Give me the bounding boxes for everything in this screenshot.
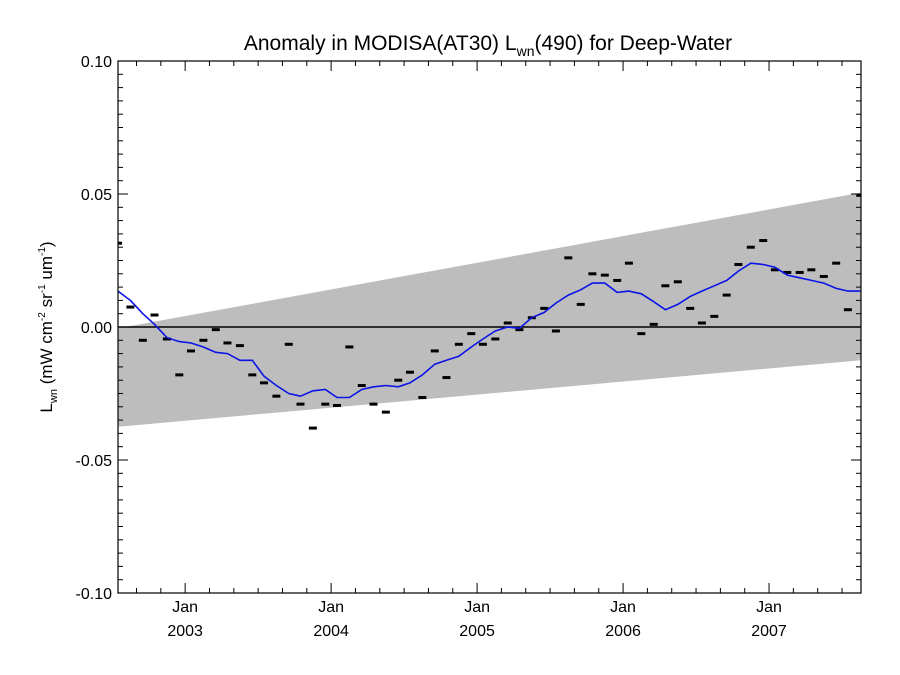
y-tick-label: -0.10	[76, 586, 113, 603]
y-axis-label-mid2: um	[37, 256, 56, 284]
chart-title: Anomaly in MODISA(AT30) Lwn(490) for Dee…	[244, 32, 732, 59]
y-axis-label-exp2: -1	[37, 284, 48, 293]
x-tick-label-month: Jan	[756, 599, 782, 616]
y-axis-label-end: )	[37, 241, 56, 247]
x-tick-label-year: 2004	[313, 623, 349, 640]
running-mean-line	[117, 262, 861, 399]
x-tick-label-year: 2007	[751, 623, 787, 640]
y-axis-label-mid1: sr	[37, 293, 56, 312]
y-axis-label-sub: wn	[48, 389, 60, 404]
x-tick-label-month: Jan	[172, 599, 198, 616]
plot-area: 0.10 0.05 0.00 -0.05 -0.10 Jan 2003 Jan 2004 Jan 2…	[76, 54, 862, 640]
y-tick-label: 0.10	[81, 54, 112, 71]
y-axis-label-exp3: -1	[37, 247, 48, 256]
x-tick-label-year: 2005	[459, 623, 495, 640]
y-axis-label-main: L	[37, 403, 56, 412]
x-tick-label-year: 2003	[167, 623, 203, 640]
y-tick-label: 0.05	[81, 187, 112, 204]
y-tick-label: 0.00	[81, 320, 112, 337]
chart-title-suffix: (490) for Deep-Water	[534, 32, 732, 55]
y-axis-label-rest: (mW cm	[37, 321, 56, 389]
y-axis-label: Lwn (mW cm-2 sr-1 um-1)	[37, 241, 60, 412]
y-axis-label-exp1: -2	[37, 312, 48, 321]
x-tick-label-month: Jan	[610, 599, 636, 616]
x-tick-label-month: Jan	[464, 599, 490, 616]
x-tick-label-year: 2006	[605, 623, 641, 640]
chart-title-prefix: Anomaly in MODISA(AT30) L	[244, 32, 517, 55]
uncertainty-band	[118, 192, 861, 427]
chart-title-subscript: wn	[516, 43, 535, 59]
x-tick-label-month: Jan	[318, 599, 344, 616]
y-tick-label: -0.05	[76, 453, 113, 470]
